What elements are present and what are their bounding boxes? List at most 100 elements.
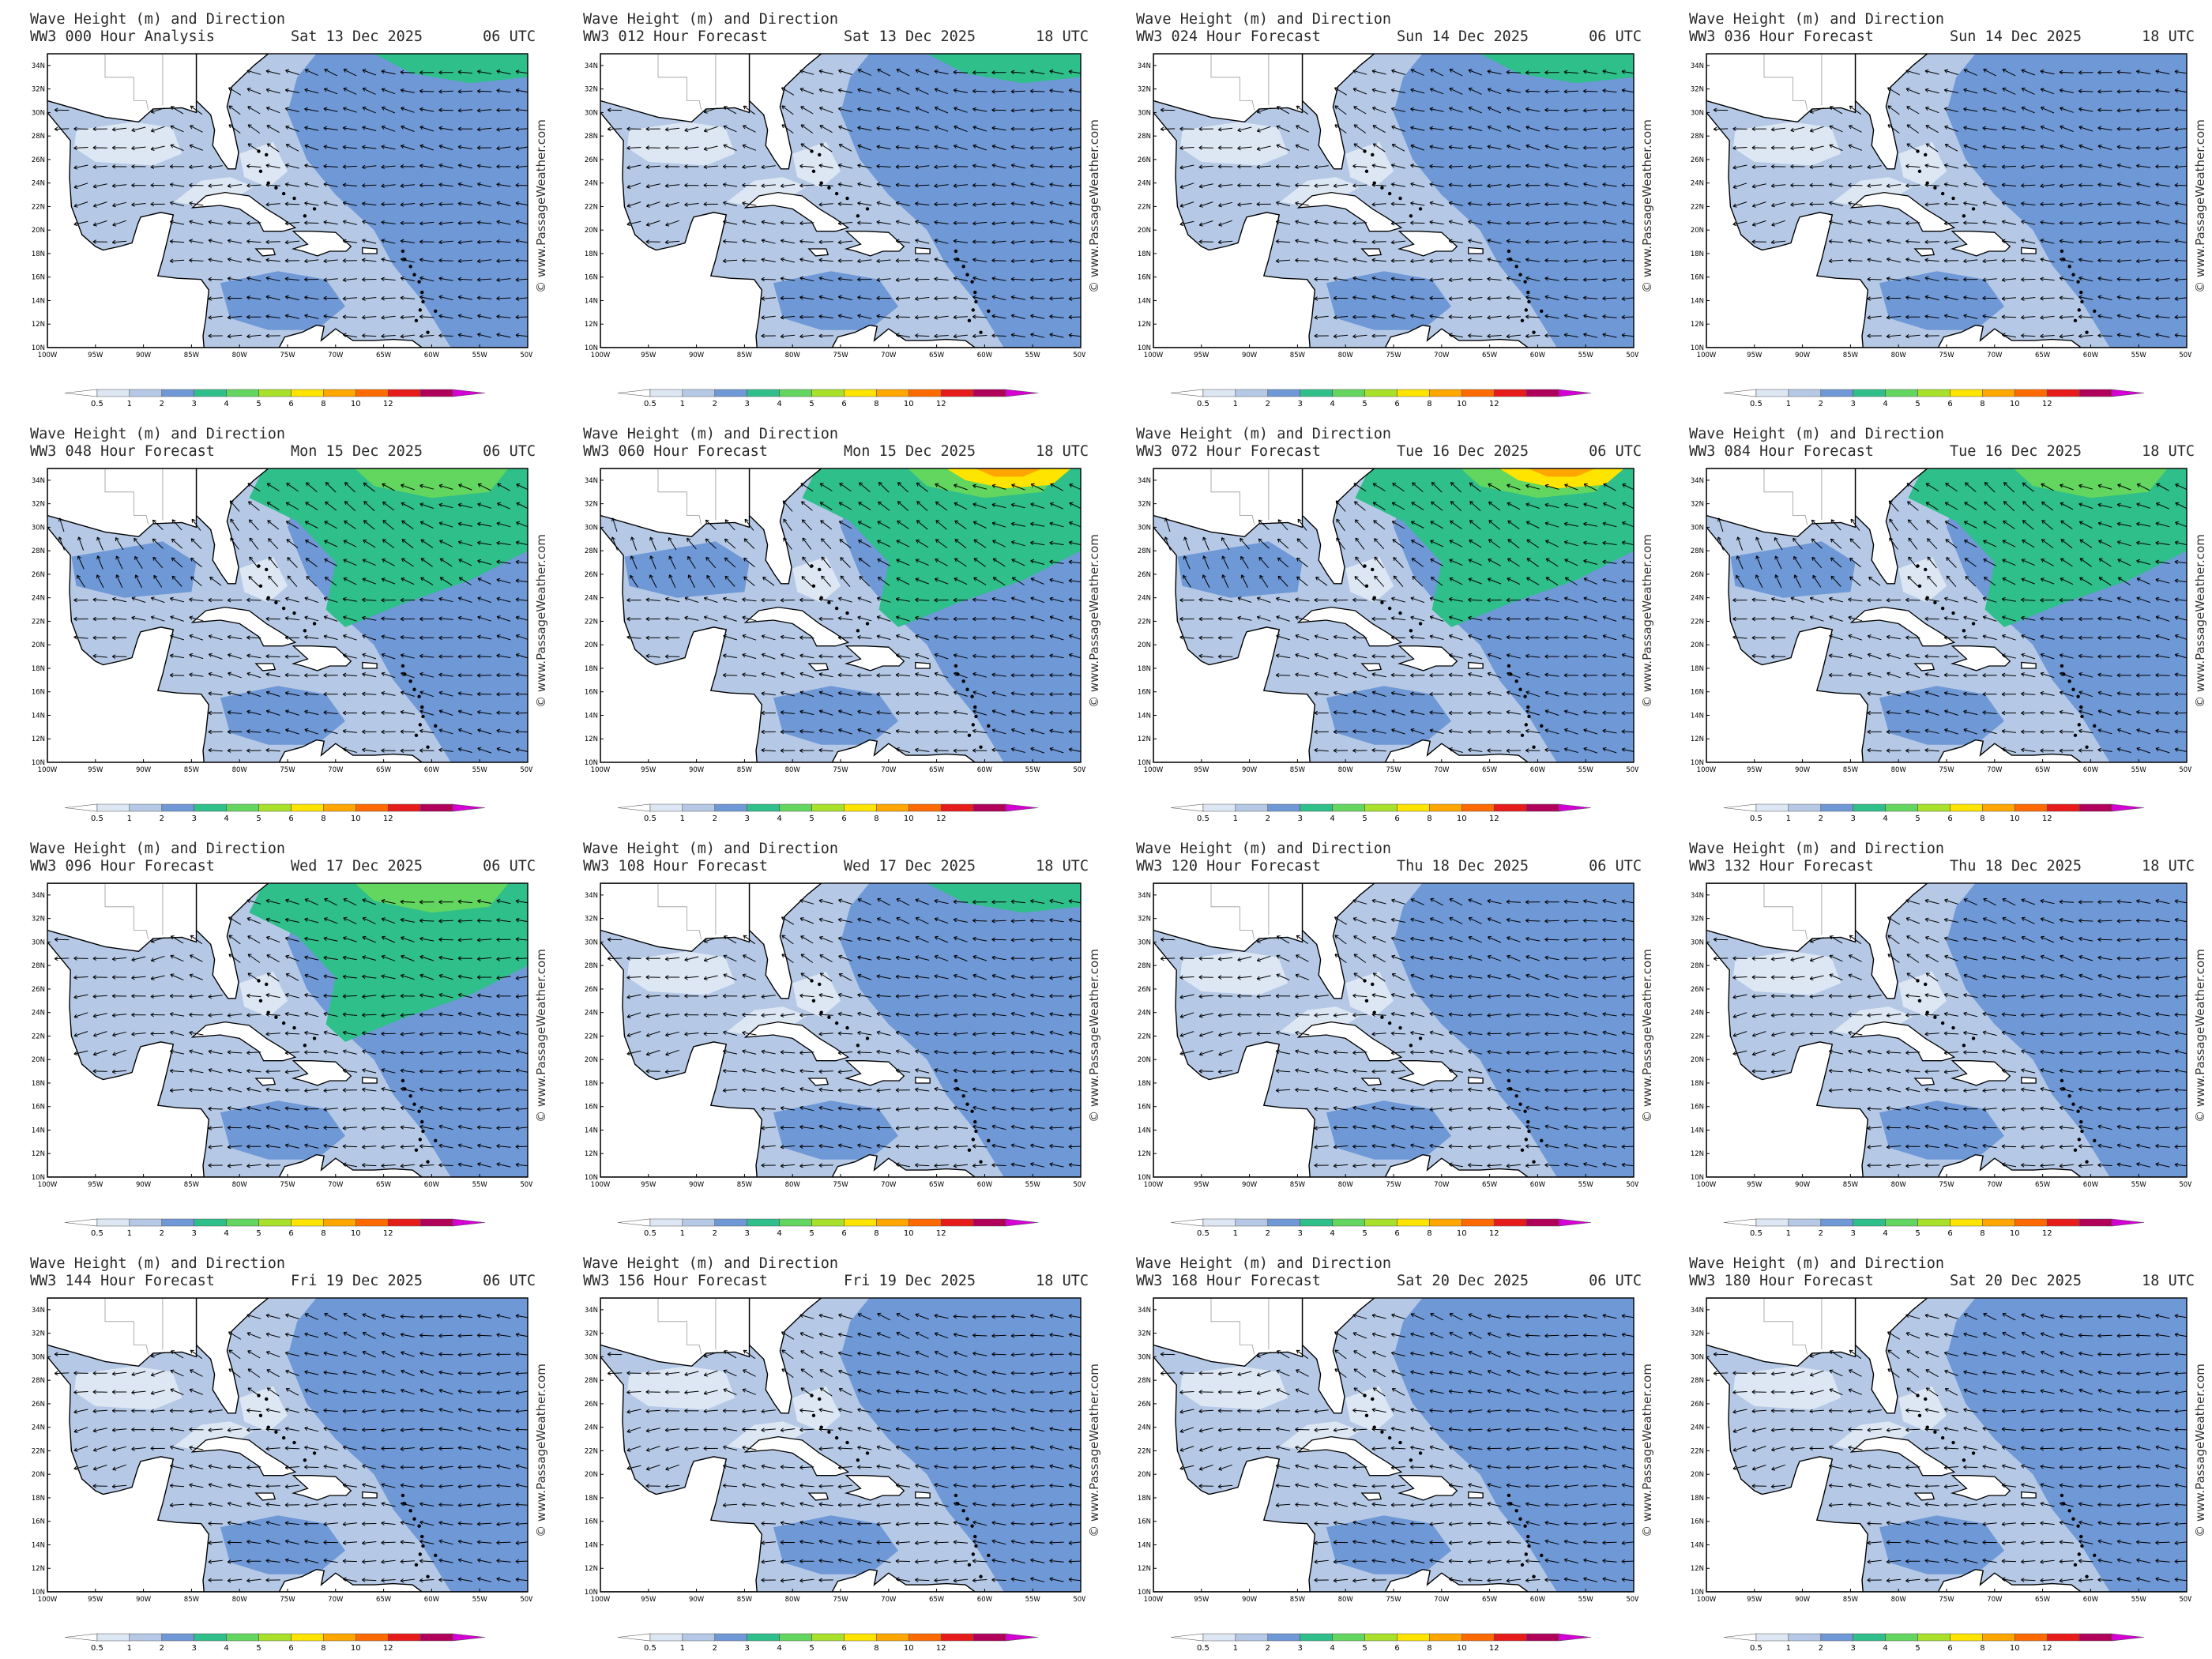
wave-direction-arrow xyxy=(304,145,319,151)
wave-height-region xyxy=(1730,541,1856,598)
wave-direction-arrow xyxy=(208,1409,223,1413)
island-dot xyxy=(1962,1044,1966,1048)
island xyxy=(362,661,378,669)
wave-direction-arrow xyxy=(1198,183,1213,188)
wave-direction-arrow xyxy=(742,1050,757,1055)
wave-direction-arrow xyxy=(1429,975,1444,980)
wave-direction-arrow xyxy=(419,1371,434,1376)
wave-direction-arrow xyxy=(382,559,395,566)
wave-direction-arrow xyxy=(1487,1145,1502,1148)
wave-direction-arrow xyxy=(438,674,453,677)
wave-direction-arrow xyxy=(1924,900,1939,905)
wave-direction-arrow xyxy=(1049,1031,1064,1036)
wave-direction-arrow xyxy=(1507,654,1521,659)
longitude-label: 60W xyxy=(977,1181,993,1189)
wave-direction-arrow xyxy=(1221,537,1230,551)
wave-direction-arrow xyxy=(1848,599,1863,602)
wave-direction-arrow xyxy=(265,750,280,752)
wave-direction-arrow xyxy=(304,728,319,735)
wave-direction-arrow xyxy=(1314,1108,1329,1110)
wave-direction-arrow xyxy=(1525,108,1540,112)
wave-direction-arrow xyxy=(704,616,718,622)
wave-direction-arrow xyxy=(1391,278,1406,281)
wave-direction-arrow xyxy=(1468,917,1482,924)
scale-swatch xyxy=(452,1633,486,1642)
island-dot xyxy=(1380,186,1384,190)
wave-direction-arrow xyxy=(381,221,396,224)
wave-direction-arrow xyxy=(626,994,641,999)
wave-direction-arrow xyxy=(1771,220,1785,226)
wave-direction-arrow xyxy=(228,1051,243,1054)
wave-direction-arrow xyxy=(208,315,223,318)
wave-direction-arrow xyxy=(1334,1051,1349,1054)
wave-direction-arrow xyxy=(1468,1050,1483,1055)
latitude-label: 32N xyxy=(32,501,45,509)
wave-direction-arrow xyxy=(1315,653,1329,660)
latitude-label: 34N xyxy=(1691,477,1704,485)
island-dot xyxy=(274,600,278,604)
scale-label: 6 xyxy=(1947,400,1952,408)
wave-direction-arrow xyxy=(457,278,472,280)
valid-date: Wed 17 Dec 2025 xyxy=(844,858,976,875)
scale-swatch xyxy=(972,803,1006,812)
island-dot xyxy=(412,687,416,691)
island-dot xyxy=(2067,679,2071,683)
wave-direction-arrow xyxy=(381,750,396,751)
scale-swatch xyxy=(1170,389,1204,397)
wave-direction-arrow xyxy=(1488,107,1502,114)
island xyxy=(190,1021,297,1062)
wave-direction-arrow xyxy=(477,1163,492,1168)
wave-direction-arrow xyxy=(189,220,204,225)
island-dot xyxy=(818,567,822,572)
wave-direction-arrow xyxy=(59,517,65,532)
wave-direction-arrow xyxy=(819,502,833,510)
wave-direction-arrow xyxy=(170,955,184,962)
wave-direction-arrow xyxy=(704,955,718,961)
wave-direction-arrow xyxy=(477,1503,492,1507)
wave-direction-arrow xyxy=(876,597,891,603)
wave-direction-arrow xyxy=(496,1446,511,1451)
latitude-label: 16N xyxy=(32,274,45,282)
wave-direction-arrow xyxy=(265,1033,280,1035)
wave-direction-arrow xyxy=(112,1049,126,1055)
wave-direction-arrow xyxy=(1714,957,1729,960)
wave-height-region xyxy=(773,686,898,745)
land-mass xyxy=(1310,324,1634,348)
wave-direction-arrow xyxy=(1334,1069,1349,1074)
wave-direction-arrow xyxy=(1963,728,1978,735)
wave-direction-arrow xyxy=(1355,537,1365,550)
wave-direction-arrow xyxy=(857,126,872,131)
wave-height-region xyxy=(1326,271,1451,330)
wave-direction-arrow xyxy=(1506,901,1522,903)
scale-label: 1 xyxy=(1786,814,1791,823)
island-dot xyxy=(408,1094,412,1098)
wave-direction-arrow xyxy=(190,125,203,133)
wave-direction-arrow xyxy=(1049,900,1064,905)
wave-direction-arrow xyxy=(1449,674,1464,677)
wave-direction-arrow xyxy=(1449,634,1463,641)
wave-direction-arrow xyxy=(1963,693,1978,695)
scale-label: 5 xyxy=(809,1229,814,1238)
wave-direction-arrow xyxy=(285,919,300,923)
panel-header: Wave Height (m) and Direction WW3 048 Hou… xyxy=(30,426,536,461)
wave-direction-arrow xyxy=(2040,165,2055,168)
wave-direction-arrow xyxy=(724,106,737,115)
wave-direction-arrow xyxy=(1010,1070,1025,1073)
latitude-label: 20N xyxy=(1138,1056,1151,1064)
wave-direction-arrow xyxy=(304,918,319,924)
wave-direction-arrow xyxy=(896,898,910,906)
wave-direction-arrow xyxy=(1867,1127,1882,1129)
wave-direction-arrow xyxy=(2002,69,2016,77)
wave-direction-arrow xyxy=(2040,1069,2055,1074)
wave-direction-arrow xyxy=(1010,1032,1025,1035)
wave-direction-arrow xyxy=(2156,483,2169,491)
wave-direction-arrow xyxy=(1544,240,1559,243)
wave-direction-arrow xyxy=(1487,975,1502,980)
wave-direction-arrow xyxy=(1010,202,1025,205)
wave-direction-arrow xyxy=(247,972,261,982)
wave-direction-arrow xyxy=(684,203,699,205)
wave-direction-arrow xyxy=(800,124,814,134)
wave-direction-arrow xyxy=(818,994,833,999)
land-mass xyxy=(1153,526,1316,762)
wave-direction-arrow xyxy=(477,202,492,206)
